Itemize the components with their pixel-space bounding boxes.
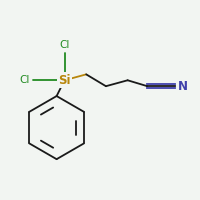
- Text: Si: Si: [58, 74, 71, 87]
- Text: N: N: [178, 80, 188, 93]
- Text: Cl: Cl: [20, 75, 30, 85]
- Text: Cl: Cl: [59, 40, 70, 50]
